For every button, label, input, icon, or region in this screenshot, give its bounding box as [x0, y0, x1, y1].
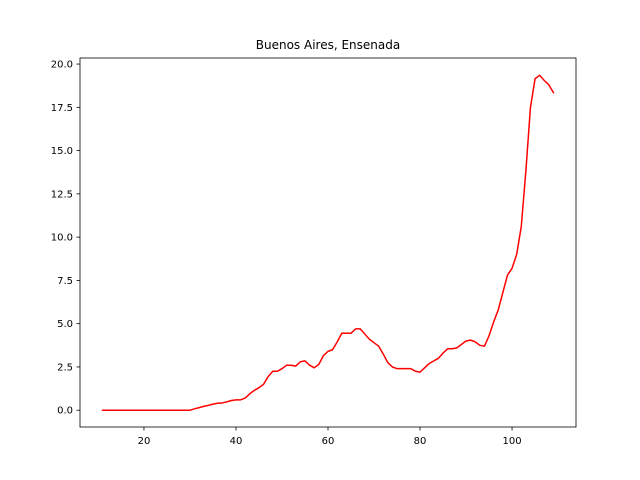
plot-background	[80, 58, 576, 427]
series-layer	[101, 74, 555, 411]
x-tick-label: 100	[502, 436, 521, 447]
y-tick-label: 10.0	[51, 233, 73, 244]
y-tick-label: 5.0	[57, 319, 73, 330]
x-tick-label: 20	[138, 436, 151, 447]
y-tick-label: 20.0	[51, 60, 73, 71]
x-tick-label: 80	[414, 436, 427, 447]
y-tick-label: 2.5	[57, 362, 73, 373]
x-tick-label: 60	[322, 436, 335, 447]
x-tick-label: 40	[230, 436, 243, 447]
y-tick-label: 0.0	[57, 406, 73, 417]
y-tick-label: 15.0	[51, 146, 73, 157]
y-tick-label: 17.5	[51, 103, 73, 114]
tick-marks: 20 40 60 80 100 0.0 2.5 5.0 7.5 10.0 12.5 15.0 17.5 2…	[51, 60, 522, 447]
y-tick-label: 12.5	[51, 189, 73, 200]
chart-title: Buenos Aires, Ensenada	[256, 38, 400, 52]
plot-area	[80, 58, 576, 427]
y-tick-label: 7.5	[57, 276, 73, 287]
series-line-0	[101, 74, 555, 411]
